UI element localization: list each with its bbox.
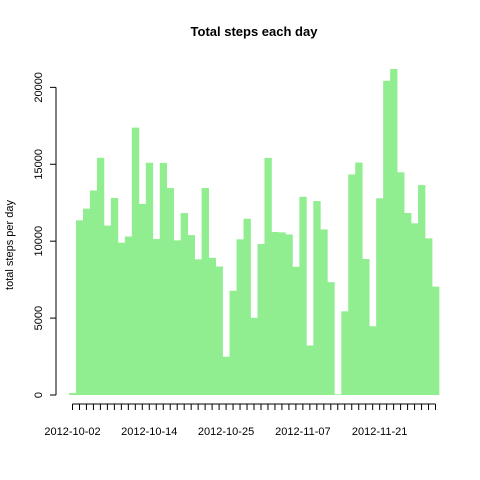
bar	[215, 266, 223, 395]
bars	[69, 69, 440, 396]
bar	[362, 259, 370, 395]
bar	[159, 162, 168, 395]
bar	[222, 356, 230, 395]
bar	[418, 185, 426, 395]
bar	[432, 286, 440, 395]
bar	[348, 174, 356, 395]
bar	[96, 157, 105, 395]
bar	[250, 317, 258, 395]
x-tick-label: 2012-11-07	[275, 426, 330, 438]
bar	[89, 190, 98, 395]
bar	[173, 240, 182, 395]
bar	[194, 259, 202, 395]
bar	[425, 238, 433, 395]
bar	[299, 196, 307, 395]
bar	[411, 223, 419, 395]
bar	[201, 187, 209, 395]
x-tick-label: 2012-10-25	[198, 426, 254, 438]
bar	[243, 218, 251, 395]
bar	[82, 208, 91, 395]
bar	[313, 201, 321, 395]
bar	[166, 188, 175, 395]
bar	[75, 220, 84, 395]
y-tick-label: 0	[33, 392, 45, 398]
bar	[110, 197, 119, 395]
bar	[124, 236, 133, 395]
y-tick-label: 15000	[33, 149, 45, 180]
bar	[229, 290, 237, 395]
bar	[355, 162, 363, 395]
bar	[271, 231, 279, 395]
bar	[292, 266, 300, 395]
x-tick-label: 2012-10-02	[44, 426, 100, 438]
bar	[390, 69, 398, 395]
bar	[103, 225, 112, 395]
bar	[152, 239, 161, 395]
y-tick-label: 10000	[33, 226, 45, 257]
y-tick-label: 20000	[33, 72, 45, 103]
bar	[327, 282, 335, 395]
y-axis-label: total steps per day	[4, 200, 16, 290]
x-tick-label: 2012-11-21	[352, 426, 407, 438]
bar	[397, 172, 405, 395]
bar	[306, 345, 314, 395]
bar	[278, 232, 286, 395]
bar	[131, 127, 140, 396]
bar	[180, 213, 189, 395]
bar	[208, 257, 216, 395]
bar	[369, 326, 377, 395]
bar	[320, 229, 328, 395]
bar	[341, 311, 349, 395]
bar	[187, 235, 196, 395]
bar	[69, 393, 77, 395]
bar	[376, 198, 384, 395]
chart-title: Total steps each day	[191, 24, 319, 39]
x-axis: 2012-10-02 2012-10-14 2012-10-25 2012-11-07…	[44, 403, 437, 438]
bar	[236, 239, 244, 395]
y-tick-label: 5000	[33, 306, 45, 330]
y-axis: 0 5000 10000 15000 20000	[33, 72, 57, 398]
bar	[257, 243, 265, 395]
bar	[138, 203, 147, 395]
bar	[334, 394, 342, 395]
bar	[404, 212, 412, 395]
bar	[145, 162, 154, 395]
bar	[117, 242, 126, 395]
bar	[285, 234, 293, 395]
x-tick-label: 2012-10-14	[121, 426, 177, 438]
bar	[383, 80, 391, 395]
bar	[264, 157, 272, 395]
